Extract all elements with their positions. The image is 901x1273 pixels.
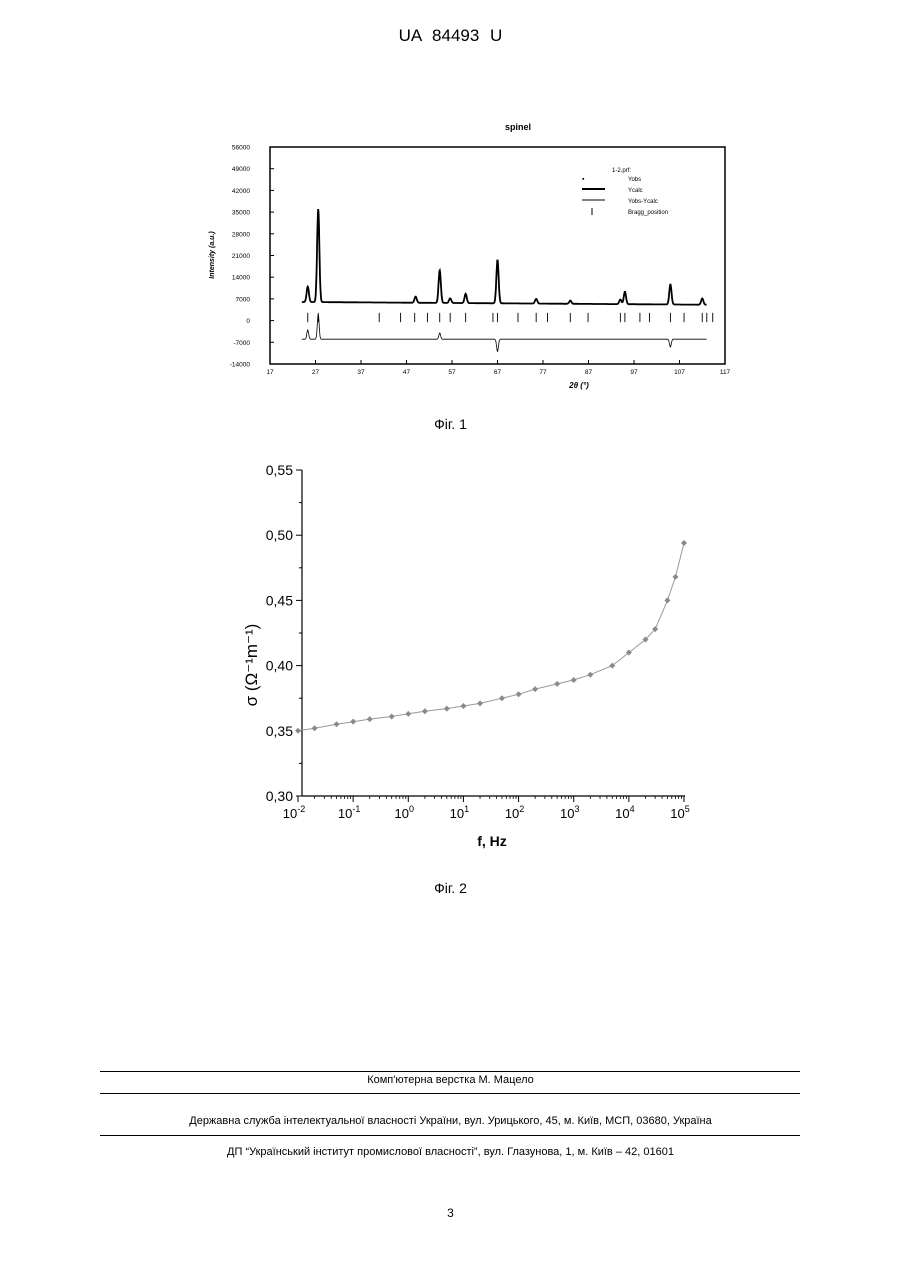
xrd-chart: spinel 56000 49000 42000 35000 28000 21000 140… <box>200 110 750 405</box>
conductivity-x-tick-label: 100 <box>395 804 414 821</box>
xrd-y-tick-label: 56000 <box>232 145 250 152</box>
conductivity-y-tick-label: 0,50 <box>266 527 293 543</box>
xrd-y-tick-label: 7000 <box>236 296 251 303</box>
conductivity-data-point <box>672 574 678 580</box>
footer-rule <box>100 1135 800 1136</box>
footer-rule <box>100 1093 800 1094</box>
xrd-legend-title: 1-2.prf: <box>612 168 631 174</box>
xrd-calculated-curve <box>302 209 707 305</box>
xrd-legend-entry: Yobs-Ycalc <box>628 199 658 205</box>
conductivity-data-point <box>422 708 428 714</box>
xrd-legend-entry: Bragg_position <box>628 210 668 216</box>
conductivity-y-tick-label: 0,35 <box>266 723 293 739</box>
footer-institute-address: ДП “Український інститут промислової вла… <box>0 1146 901 1158</box>
conductivity-data-point <box>587 672 593 678</box>
xrd-x-tick-label: 117 <box>720 369 731 376</box>
xrd-y-axis-label: Intensity (a.u.) <box>209 231 216 279</box>
conductivity-x-tick-label: 104 <box>615 804 634 821</box>
conductivity-data-point <box>350 719 356 725</box>
figure-1-caption: Фіг. 1 <box>0 416 901 432</box>
xrd-x-tick-label: 87 <box>585 369 593 376</box>
xrd-x-tick-label: 77 <box>539 369 547 376</box>
conductivity-data-point <box>444 706 450 712</box>
conductivity-y-axis-label: σ (Ω⁻¹m⁻¹) <box>242 624 261 707</box>
conductivity-data-point <box>460 703 466 709</box>
conductivity-data-point <box>681 540 687 546</box>
footer-layout-credit: Комп'ютерна верстка М. Мацело <box>0 1074 901 1086</box>
conductivity-y-tick-label: 0,40 <box>266 658 293 674</box>
patent-number: UA 84493 U <box>0 26 901 46</box>
conductivity-x-axis: 10-2 10-1 100 101 102 103 104 105 <box>283 796 690 821</box>
xrd-x-tick-label: 107 <box>674 369 685 376</box>
conductivity-data-point <box>499 695 505 701</box>
conductivity-data-point <box>334 721 340 727</box>
xrd-x-tick-label: 27 <box>312 369 320 376</box>
conductivity-curve <box>298 543 684 731</box>
xrd-y-tick-label: -7000 <box>233 340 250 347</box>
xrd-y-tick-label: -14000 <box>230 362 251 369</box>
conductivity-data-point <box>295 728 301 734</box>
xrd-x-tick-label: 57 <box>448 369 456 376</box>
xrd-y-tick-label: 35000 <box>232 210 250 217</box>
conductivity-y-tick-label: 0,30 <box>266 788 293 804</box>
conductivity-data-point <box>571 677 577 683</box>
page-number: 3 <box>0 1206 901 1220</box>
conductivity-y-tick-label: 0,55 <box>266 462 293 478</box>
xrd-y-tick-label: 49000 <box>232 166 250 173</box>
xrd-legend: 1-2.prf: ▪ Yobs Ycalc Yobs-Ycalc Bragg_p… <box>582 168 668 216</box>
xrd-x-axis-label: 2θ (°) <box>568 381 589 390</box>
conductivity-data-point <box>664 597 670 603</box>
xrd-x-tick-label: 97 <box>630 369 638 376</box>
xrd-data-layer <box>302 209 713 351</box>
conductivity-data-point <box>312 725 318 731</box>
conductivity-data-layer <box>295 540 687 734</box>
xrd-x-tick-label: 17 <box>266 369 274 376</box>
xrd-chart-title: spinel <box>505 122 531 132</box>
xrd-difference-curve <box>302 314 707 351</box>
conductivity-data-point <box>477 700 483 706</box>
xrd-y-tick-label: 28000 <box>232 231 250 238</box>
conductivity-x-tick-label: 103 <box>560 804 579 821</box>
xrd-x-axis: 17 27 37 47 57 67 77 87 97 107 117 <box>266 360 730 376</box>
xrd-y-tick-label: 21000 <box>232 253 250 260</box>
conductivity-data-point <box>405 711 411 717</box>
conductivity-data-point <box>389 713 395 719</box>
xrd-legend-marker-yobs: ▪ <box>582 176 585 183</box>
conductivity-x-tick-label: 102 <box>505 804 524 821</box>
figure-2-caption: Фіг. 2 <box>0 880 901 896</box>
xrd-x-tick-label: 47 <box>403 369 411 376</box>
xrd-x-tick-label: 67 <box>494 369 502 376</box>
conductivity-x-tick-label: 10-1 <box>338 804 360 821</box>
xrd-legend-entry: Yobs <box>628 177 641 183</box>
conductivity-chart: 0,550,500,450,400,350,30 10-210-11001011… <box>235 455 715 855</box>
conductivity-data-point <box>532 686 538 692</box>
conductivity-x-tick-label: 10-2 <box>283 804 305 821</box>
xrd-y-axis: 56000 49000 42000 35000 28000 21000 14000 7000 0… <box>230 145 274 369</box>
xrd-x-tick-label: 37 <box>357 369 365 376</box>
conductivity-data-point <box>554 681 560 687</box>
conductivity-data-point <box>516 691 522 697</box>
conductivity-y-tick-label: 0,45 <box>266 592 293 608</box>
conductivity-x-tick-label: 101 <box>450 804 469 821</box>
conductivity-data-point <box>367 716 373 722</box>
xrd-y-tick-label: 42000 <box>232 188 250 195</box>
conductivity-y-axis: 0,55 0,50 0,45 0,40 0,35 0,30 <box>266 462 302 804</box>
footer-office-address: Державна служба інтелектуальної власност… <box>0 1115 901 1127</box>
footer-rule <box>100 1071 800 1072</box>
xrd-legend-entry: Ycalc <box>628 188 643 194</box>
xrd-y-tick-label: 0 <box>246 318 250 325</box>
xrd-y-tick-label: 14000 <box>232 275 250 282</box>
xrd-plot-frame <box>270 147 725 364</box>
conductivity-x-tick-label: 105 <box>670 804 689 821</box>
conductivity-x-axis-label: f, Hz <box>477 833 507 849</box>
